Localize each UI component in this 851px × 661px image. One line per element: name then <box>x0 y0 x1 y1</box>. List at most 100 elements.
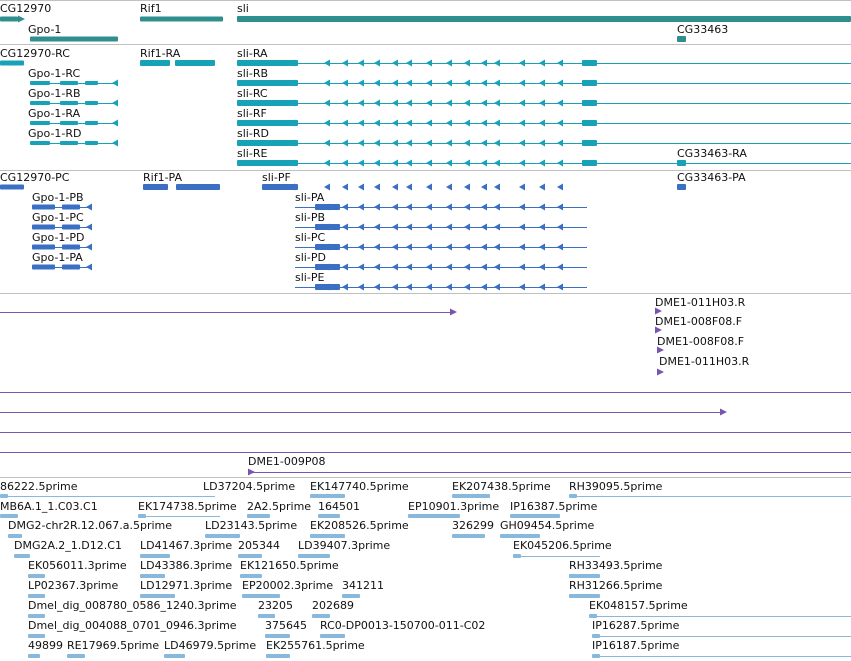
est-exon <box>140 594 175 598</box>
transcript-exon <box>539 159 545 167</box>
ests-label: EP10901.3prime <box>408 500 499 513</box>
protein-exon <box>358 243 364 251</box>
est-exon <box>318 514 340 518</box>
est-exon <box>592 654 600 658</box>
proteins-label: Rif1-PA <box>143 171 182 184</box>
est-exon <box>164 654 185 658</box>
protein-exon <box>557 203 563 211</box>
protein-exon <box>464 283 470 291</box>
est-exon <box>8 534 22 538</box>
protein-exon <box>494 283 500 291</box>
protein-exon <box>342 283 348 291</box>
ests-label: EP20002.3prime <box>242 579 333 592</box>
proteins-label: sli-PC <box>295 231 325 244</box>
ests-label: EK121650.5prime <box>240 559 339 572</box>
ests-label: RE17969.5prime <box>67 639 159 652</box>
transcript-exon <box>481 99 487 107</box>
est-exon <box>589 614 597 618</box>
gene-glyph <box>30 36 118 42</box>
ests-label: EK255761.5prime <box>266 639 365 652</box>
est-exon <box>265 634 290 638</box>
transcript-exon <box>358 59 364 67</box>
protein-exon <box>539 263 545 271</box>
transcript-exon <box>358 119 364 127</box>
proteins-label: Gpo-1-PD <box>32 231 84 244</box>
transcript-exon <box>519 59 525 67</box>
transcript-glyph <box>175 60 215 66</box>
ests-label: 2A2.5prime <box>247 500 311 513</box>
ests-label: 375645 <box>265 619 307 632</box>
transcript-exon <box>30 121 50 125</box>
est-exon <box>140 554 170 558</box>
protein-exon <box>374 283 380 291</box>
ests-label: 202689 <box>312 599 354 612</box>
ests-label: 164501 <box>318 500 360 513</box>
transcripts-label: Rif1-RA <box>140 47 181 60</box>
est-exon <box>569 494 577 498</box>
transcripts-label: CG12970-RC <box>0 47 70 60</box>
est-exon <box>592 634 600 638</box>
proteins-label: sli-PD <box>295 251 326 264</box>
ests-label: EK045206.5prime <box>513 539 612 552</box>
transcript-exon <box>494 139 500 147</box>
est-exon <box>247 514 270 518</box>
transcripts-label: sli-RE <box>237 147 267 160</box>
transcript-exon <box>85 121 98 125</box>
protein-exon <box>494 263 500 271</box>
transcript-exon <box>112 119 118 127</box>
track-dividers <box>0 0 851 478</box>
est-exon <box>0 494 8 498</box>
transcripts-label: sli-RF <box>237 107 267 120</box>
transcript-exon <box>358 79 364 87</box>
clone-arrow <box>657 368 664 376</box>
transcript-exon <box>85 101 98 105</box>
clones-label: DME1-008F08.F <box>655 315 742 328</box>
clones-label: DME1-008F08.F <box>657 335 744 348</box>
transcript-exon <box>289 119 295 127</box>
transcript-exon <box>85 141 98 145</box>
transcript-exon <box>342 99 348 107</box>
est-exon <box>500 534 540 538</box>
transcript-exon <box>539 99 545 107</box>
protein-exon <box>494 203 500 211</box>
transcript-exon <box>374 59 380 67</box>
ests-label: 23205 <box>258 599 293 612</box>
protein-exon <box>392 263 398 271</box>
est-exon <box>28 594 45 598</box>
ests-label: 341211 <box>342 579 384 592</box>
transcript-exon <box>358 99 364 107</box>
transcript-exon <box>464 99 470 107</box>
transcript-exon <box>237 140 298 146</box>
protein-exon <box>32 204 55 210</box>
protein-glyph <box>464 183 470 191</box>
genes-label: CG12970 <box>0 2 51 15</box>
est-exon <box>0 514 18 518</box>
protein-exon <box>406 283 412 291</box>
transcript-exon <box>237 60 298 66</box>
protein-exon <box>324 263 330 271</box>
transcript-exon <box>426 119 432 127</box>
protein-exon <box>446 223 452 231</box>
protein-exon <box>62 204 80 210</box>
protein-exon <box>406 243 412 251</box>
transcript-exon <box>446 139 452 147</box>
transcript-exon <box>85 81 98 85</box>
transcript-exon <box>392 79 398 87</box>
protein-exon <box>519 283 525 291</box>
clone-arrow <box>655 326 662 334</box>
protein-glyph <box>374 183 380 191</box>
proteins-label: sli-PF <box>262 171 291 184</box>
transcript-exon <box>289 139 295 147</box>
transcript-exon <box>582 100 597 106</box>
proteins-label: sli-PB <box>295 211 325 224</box>
transcript-exon <box>324 79 330 87</box>
ests-label: IP16187.5prime <box>592 639 680 652</box>
clones-label: DME1-011H03.R <box>655 296 746 309</box>
protein-exon <box>406 223 412 231</box>
protein-glyph <box>519 183 525 191</box>
est-exon <box>310 534 345 538</box>
ests-label: DMG2A.2_1.D12.C1 <box>14 539 122 552</box>
ests-label: 326299 <box>452 519 494 532</box>
transcript-exon <box>557 99 563 107</box>
transcript-exon <box>481 59 487 67</box>
